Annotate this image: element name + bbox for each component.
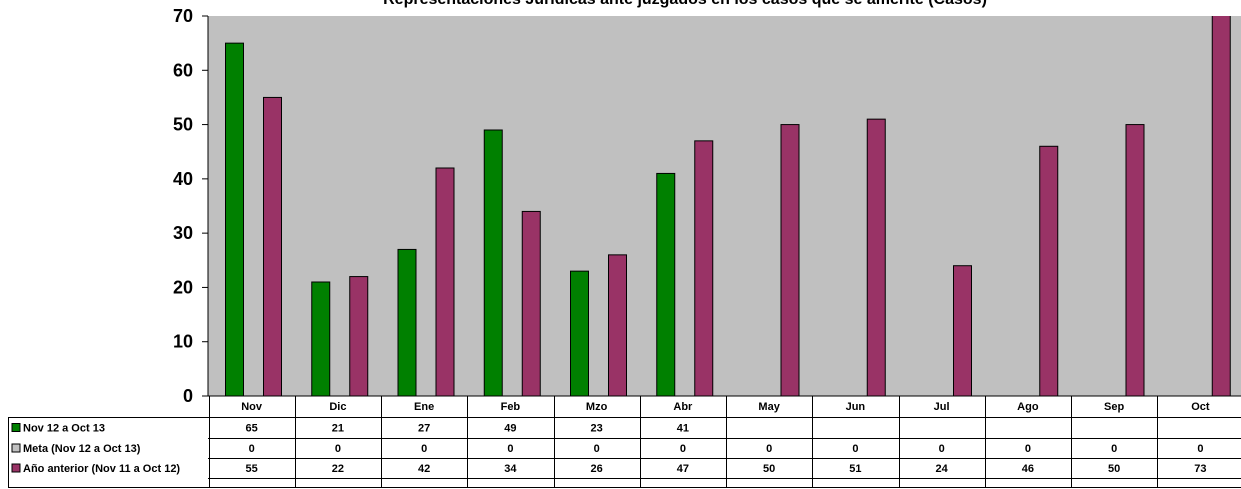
bar-nov-12-a-oct-13-mzo	[570, 270, 589, 396]
y-tick-label: 40	[173, 169, 193, 189]
bar-ano-anterior-nov-11-a-oct-12-abr	[694, 140, 714, 396]
y-tick-label: 70	[173, 6, 193, 26]
data-label-meta-nov-12-a-oct-13-sep: 0	[1111, 443, 1117, 455]
data-table: Nov Dic Ene Feb Mzo Abr May Jun Jul Ago Sep Oct Nov …	[8, 396, 1241, 488]
data-label-ano-anterior-nov-11-a-oct-12-sep: 50	[1108, 463, 1120, 475]
data-label-meta-nov-12-a-oct-13-jun: 0	[852, 443, 858, 455]
bar-ano-anterior-nov-11-a-oct-12-ago	[1039, 145, 1059, 396]
data-label-ano-anterior-nov-11-a-oct-12-nov: 55	[246, 463, 258, 475]
legend-label-nov-12-a-oct-13: Nov 12 a Oct 13	[23, 423, 105, 435]
legend-label-meta-nov-12-a-oct-13: Meta (Nov 12 a Oct 13)	[23, 443, 141, 455]
bar-ano-anterior-nov-11-a-oct-12-jun	[866, 118, 886, 396]
data-label-meta-nov-12-a-oct-13-feb: 0	[507, 443, 513, 455]
legend-label-ano-anterior-nov-11-a-oct-12: Año anterior (Nov 11 a Oct 12)	[23, 463, 180, 475]
chart-title: Representaciones Jurídicas ante juzgados…	[383, 0, 987, 8]
x-tick-label: Jun	[846, 401, 866, 413]
x-tick-label: Oct	[1191, 401, 1210, 413]
axes-group: 0 10 20 30 40 50 60 70	[173, 6, 1241, 406]
data-label-ano-anterior-nov-11-a-oct-12-ago: 46	[1022, 463, 1034, 475]
bar-nov-12-a-oct-13-ene	[397, 248, 417, 396]
x-tick-label: Mzo	[586, 401, 608, 413]
bar-ano-anterior-nov-11-a-oct-12-dic	[349, 276, 369, 396]
bar-ano-anterior-nov-11-a-oct-12-ene	[435, 167, 455, 396]
x-tick-label: Dic	[329, 401, 346, 413]
data-label-ano-anterior-nov-11-a-oct-12-abr: 47	[677, 463, 689, 475]
data-label-ano-anterior-nov-11-a-oct-12-jul: 24	[936, 463, 949, 475]
data-label-nov-12-a-oct-13-dic: 21	[332, 423, 344, 435]
data-label-nov-12-a-oct-13-nov: 65	[246, 423, 258, 435]
data-label-meta-nov-12-a-oct-13-abr: 0	[680, 443, 686, 455]
data-label-nov-12-a-oct-13-feb: 49	[504, 423, 516, 435]
legend-key-nov-12-a-oct-13	[11, 423, 21, 432]
y-tick-label: 10	[173, 332, 193, 352]
y-tick-label: 30	[173, 223, 193, 243]
data-label-meta-nov-12-a-oct-13-oct: 0	[1197, 443, 1203, 455]
data-label-nov-12-a-oct-13-abr: 41	[677, 423, 689, 435]
data-label-nov-12-a-oct-13-mzo: 23	[591, 423, 603, 435]
y-tick-label: 60	[173, 60, 193, 80]
data-label-ano-anterior-nov-11-a-oct-12-jun: 51	[849, 463, 861, 475]
data-label-meta-nov-12-a-oct-13-jul: 0	[939, 443, 945, 455]
data-label-meta-nov-12-a-oct-13-dic: 0	[335, 443, 341, 455]
bar-ano-anterior-nov-11-a-oct-12-mzo	[608, 254, 627, 396]
x-tick-label: Ene	[414, 401, 434, 413]
data-label-meta-nov-12-a-oct-13-nov: 0	[249, 443, 255, 455]
bar-nov-12-a-oct-13-dic	[311, 281, 331, 396]
data-label-ano-anterior-nov-11-a-oct-12-ene: 42	[418, 463, 430, 475]
y-tick-label: 20	[173, 277, 193, 297]
legend-key-meta-nov-12-a-oct-13	[11, 443, 21, 453]
bar-ano-anterior-nov-11-a-oct-12-nov	[263, 96, 282, 396]
data-label-ano-anterior-nov-11-a-oct-12-oct: 73	[1194, 463, 1206, 475]
data-label-ano-anterior-nov-11-a-oct-12-dic: 22	[332, 463, 344, 475]
bars-group	[225, 16, 1231, 396]
bar-ano-anterior-nov-11-a-oct-12-feb	[521, 210, 541, 396]
bar-nov-12-a-oct-13-nov	[225, 42, 244, 396]
y-tick-label: 0	[183, 386, 193, 406]
data-label-ano-anterior-nov-11-a-oct-12-feb: 34	[504, 463, 517, 475]
plot-area	[208, 16, 1241, 396]
bar-nov-12-a-oct-13-abr	[656, 172, 676, 396]
x-tick-label: Sep	[1104, 401, 1124, 413]
bar-ano-anterior-nov-11-a-oct-12-may	[780, 124, 800, 396]
data-label-meta-nov-12-a-oct-13-ene: 0	[421, 443, 427, 455]
y-tick-label: 50	[173, 115, 193, 135]
data-label-meta-nov-12-a-oct-13-may: 0	[766, 443, 772, 455]
legend-key-ano-anterior-nov-11-a-oct-12	[11, 463, 21, 473]
bar-nov-12-a-oct-13-feb	[483, 129, 503, 396]
bar-ano-anterior-nov-11-a-oct-12-sep	[1125, 124, 1145, 396]
bar-ano-anterior-nov-11-a-oct-12-oct	[1211, 16, 1231, 396]
x-tick-label: Nov	[241, 401, 263, 413]
x-tick-label: Feb	[501, 401, 521, 413]
x-tick-label: Jul	[934, 401, 950, 413]
bar-ano-anterior-nov-11-a-oct-12-jul	[953, 265, 972, 396]
x-tick-label: May	[758, 401, 780, 413]
data-label-ano-anterior-nov-11-a-oct-12-mzo: 26	[591, 463, 603, 475]
x-tick-label: Ago	[1017, 401, 1039, 413]
data-label-meta-nov-12-a-oct-13-mzo: 0	[594, 443, 600, 455]
data-label-meta-nov-12-a-oct-13-ago: 0	[1025, 443, 1031, 455]
data-label-ano-anterior-nov-11-a-oct-12-may: 50	[763, 463, 775, 475]
data-label-nov-12-a-oct-13-ene: 27	[418, 423, 430, 435]
x-tick-label: Abr	[673, 401, 693, 413]
